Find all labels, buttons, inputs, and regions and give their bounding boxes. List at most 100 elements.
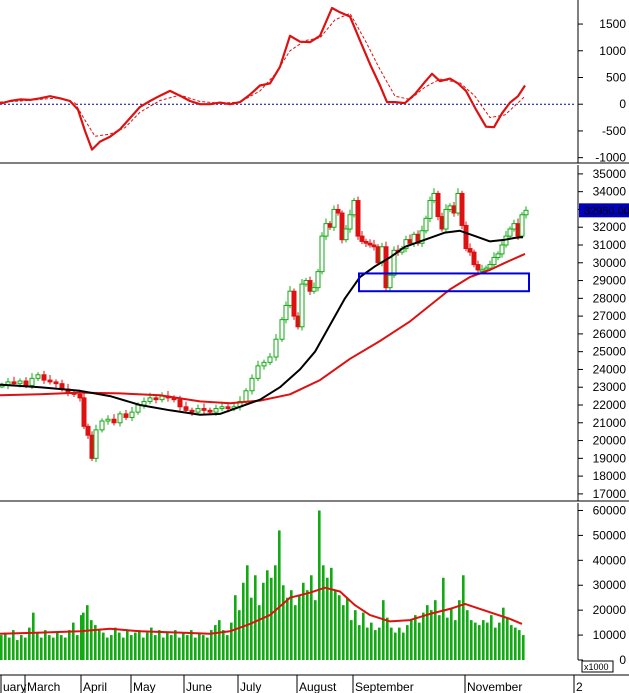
candle-body [99, 420, 105, 431]
candle-body [195, 408, 201, 413]
candle-body [351, 200, 357, 216]
candle-body [117, 413, 123, 424]
volume-bar [0, 635, 3, 660]
volume-bar [170, 635, 173, 660]
candle-body [53, 381, 59, 385]
y-tick-label: 18000 [593, 469, 627, 483]
candle-body [451, 205, 457, 214]
candle-body [299, 283, 305, 328]
volume-bar [326, 577, 329, 660]
candle-body [447, 205, 453, 210]
candle-body [213, 408, 219, 413]
candle-body [507, 228, 513, 237]
candle-body [41, 374, 47, 381]
candle-body [81, 397, 87, 427]
volume-panel: 60000 50000 40000 30000 20000 10000 0 x1000 [0, 503, 627, 673]
x-tick-label: July [240, 680, 261, 693]
candle-body [355, 200, 361, 237]
volume-bar [190, 630, 193, 660]
candle-body [85, 425, 91, 436]
volume-bar [422, 612, 425, 660]
volume-bar [52, 637, 55, 660]
volume-bar [498, 622, 501, 660]
volume-bar [158, 630, 161, 660]
candle-body [327, 223, 333, 228]
candle-body [475, 264, 481, 271]
volume-bar [106, 637, 109, 660]
volume-bar [302, 582, 305, 660]
volume-bar [258, 605, 261, 660]
candle-body [495, 253, 501, 258]
volume-bar [290, 590, 293, 660]
candle-body [295, 315, 301, 328]
volume-bar [246, 565, 249, 660]
x-tick-label: March [27, 680, 60, 693]
x-tick-label: April [83, 680, 107, 693]
volume-bar [282, 585, 285, 660]
volume-bar [142, 637, 145, 660]
volume-bar [86, 605, 89, 660]
volume-bar [274, 565, 277, 660]
volume-bar [162, 637, 165, 660]
volume-bar [454, 620, 457, 660]
candle-body [423, 217, 429, 232]
volume-bar [126, 630, 129, 660]
volume-bar [222, 630, 225, 660]
volume-bar [382, 600, 385, 660]
candle-body [303, 280, 309, 285]
volume-bar [458, 600, 461, 660]
volume-bar [522, 635, 525, 660]
candle-body [111, 418, 117, 424]
volume-bar [338, 595, 341, 660]
volume-bar [286, 597, 289, 660]
volume-bar [478, 625, 481, 660]
volume-bar [430, 610, 433, 660]
y-tick-label: 28000 [593, 291, 627, 305]
candle-body [467, 248, 473, 253]
volume-bar [254, 575, 257, 660]
volume-bar [374, 630, 377, 660]
candle-body [261, 361, 267, 367]
volume-bar [514, 627, 517, 660]
volume-bar [242, 582, 245, 660]
candle-body [363, 240, 369, 244]
candle-body [135, 404, 141, 413]
candle-body [515, 223, 521, 237]
candle-body [29, 377, 35, 386]
volume-bar [494, 627, 497, 660]
volume-bar [36, 632, 39, 660]
y-tick-label: 0 [619, 97, 626, 111]
candle-body [487, 264, 493, 269]
y-tick-label: 20000 [593, 434, 627, 448]
candle-body [511, 223, 517, 230]
candle-body [407, 239, 413, 244]
y-tick-label: 50000 [593, 528, 627, 542]
candle-body [273, 338, 279, 358]
price-panel: 3500034000330003200031000300002900028000… [0, 165, 629, 502]
volume-bar [206, 637, 209, 660]
volume-bar [130, 635, 133, 660]
volume-bar [64, 637, 67, 660]
y-tick-label: 21000 [593, 416, 627, 430]
candle-body [93, 429, 99, 459]
y-tick-label: 500 [606, 70, 626, 84]
candle-body [403, 239, 409, 250]
volume-bar [56, 632, 59, 660]
candle-body [387, 274, 393, 289]
volume-bar [80, 615, 83, 660]
candle-body [283, 304, 289, 321]
volume-bar [118, 632, 121, 660]
candle-body [455, 192, 461, 214]
candle-body [243, 390, 249, 402]
y-tick-label: 19000 [593, 451, 627, 465]
candle-body [279, 319, 285, 340]
volume-bar [402, 632, 405, 660]
candle-body [189, 409, 195, 413]
volume-bar [174, 630, 177, 660]
x-tick-label: June [186, 680, 212, 693]
volume-bar [150, 627, 153, 660]
moving-average-short-line [0, 229, 524, 416]
y-tick-label: 26000 [593, 327, 627, 341]
volume-bar [134, 632, 137, 660]
y-tick-label: 32000 [593, 220, 627, 234]
